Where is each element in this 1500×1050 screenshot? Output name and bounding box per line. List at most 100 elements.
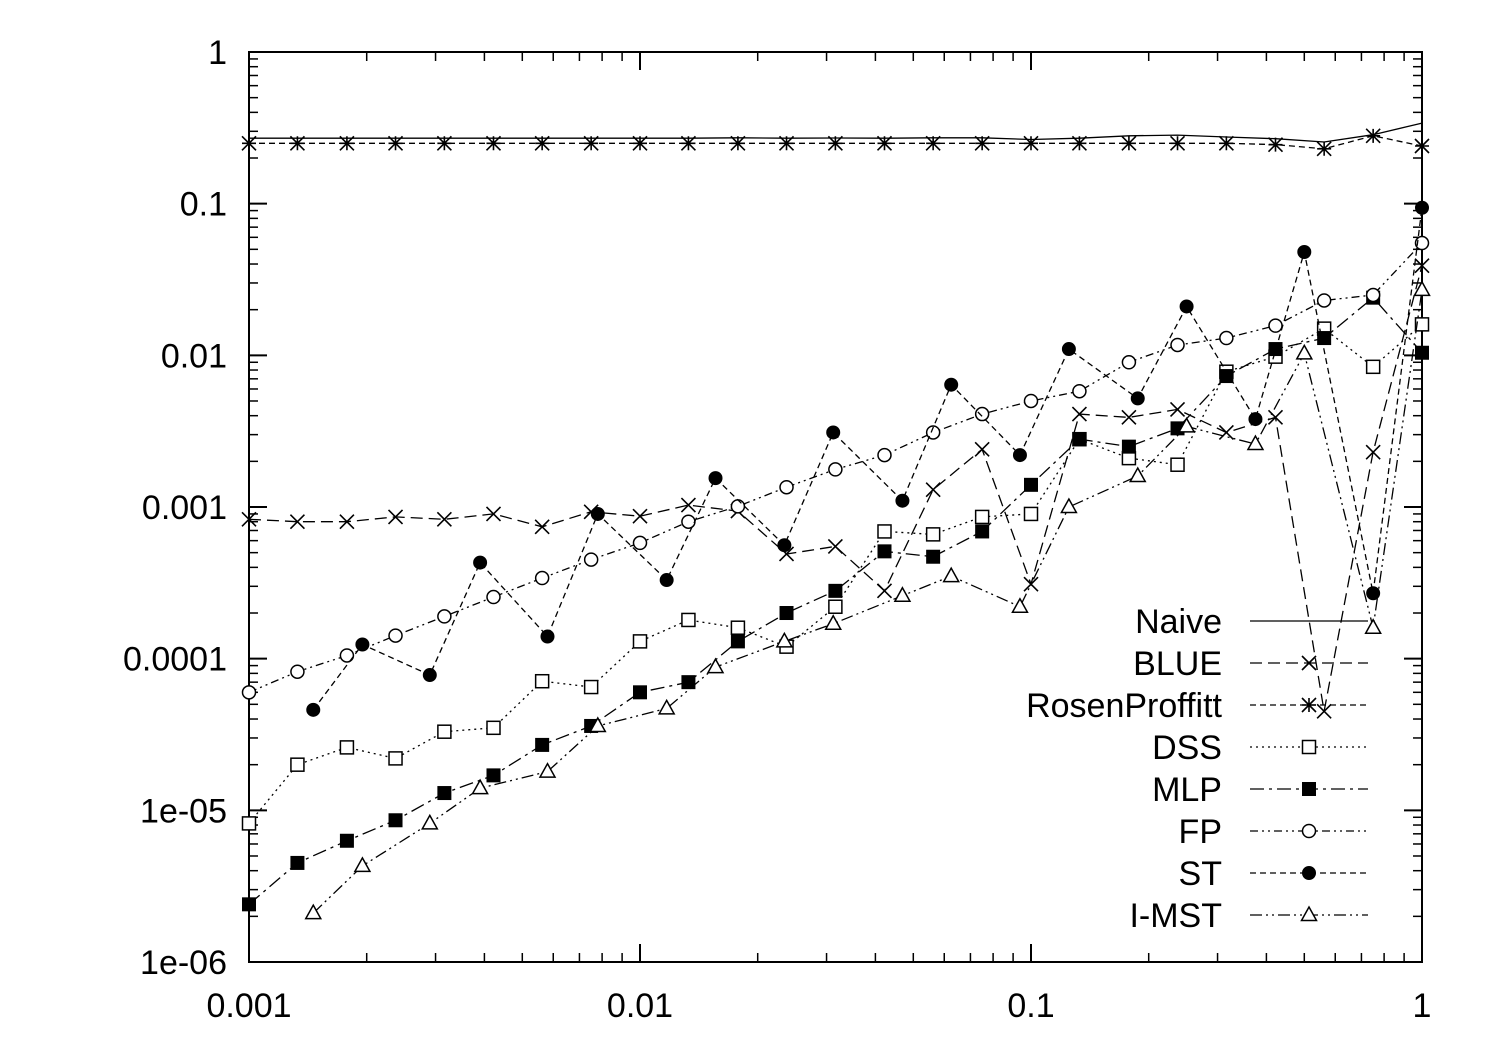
data-point-mlp [437,786,452,801]
data-point-i-mst [589,716,607,733]
data-point-st [659,573,674,588]
data-point-dss [681,612,696,628]
data-point-st [777,538,792,553]
series-st [306,200,1429,717]
data-point-rosenproffitt [1414,138,1430,154]
data-point-rosenproffitt [1071,135,1087,151]
data-point-i-mst [1246,434,1265,451]
y-tick-label: 1 [208,34,227,72]
data-point-st [473,555,488,570]
data-point-blue [289,514,305,530]
data-point-blue [1414,258,1430,274]
data-point-rosenproffitt [1169,135,1186,151]
data-point-dss [632,634,648,649]
data-point-fp [1365,287,1381,303]
data-point-i-mst [304,903,323,920]
data-point-blue [680,497,696,513]
data-point-fp [1121,355,1137,370]
data-point-blue [1121,409,1137,425]
data-point-dss [730,620,746,635]
data-point-blue [241,511,257,527]
data-point-mlp [388,813,403,828]
data-point-i-mst [1128,466,1147,483]
data-point-dss [583,679,599,695]
data-point-blue [876,583,893,599]
data-point-i-mst [421,813,439,830]
data-point-blue [1071,406,1087,422]
legend-marker-mlp [1302,782,1316,796]
data-point-rosenproffitt [925,135,941,151]
data-point-fp [925,425,941,440]
data-point-st [1366,586,1381,601]
data-point-blue [534,519,550,535]
data-point-fp [974,406,990,422]
data-point-mlp [877,544,892,559]
data-point-rosenproffitt [730,135,746,151]
data-point-mlp [290,855,305,870]
data-point-fp [534,570,550,586]
legend: Naive BLUE RosenProffitt DSS MLP FP ST I-MST [1026,603,1368,935]
legend-item-i-mst: I-MST [1129,897,1368,935]
data-point-i-mst [1295,343,1314,360]
data-point-blue [387,509,404,525]
data-point-fp [730,499,746,514]
data-point-mlp [1219,369,1234,384]
data-point-dss [1170,457,1185,472]
data-point-fp [1316,293,1332,308]
data-point-fp [1414,235,1430,251]
data-point-rosenproffitt [680,135,696,151]
legend-label-i-mst: I-MST [1129,897,1222,935]
data-point-i-mst [775,631,794,648]
data-point-fp [339,648,355,663]
data-point-rosenproffitt [827,135,843,151]
data-point-mlp [1072,432,1087,447]
data-point-mlp [975,524,990,539]
data-point-rosenproffitt [1316,141,1332,157]
data-point-st [708,471,723,486]
y-tick-label: 0.01 [161,337,227,375]
data-point-blue [1218,424,1234,441]
data-point-rosenproffitt [436,135,452,151]
data-point-mlp [633,685,647,700]
legend-label-naive: Naive [1135,603,1222,641]
data-point-dss [925,527,941,542]
data-point-i-mst [471,778,489,795]
data-point-i-mst [1413,280,1431,297]
data-point-dss [1365,359,1381,375]
data-point-i-mst [824,614,842,630]
data-point-mlp [1415,345,1429,360]
data-point-st [355,637,370,652]
data-point-fp [241,685,257,700]
series-line-dss [248,323,1423,824]
data-point-dss [388,751,403,766]
series-rosenproffitt [241,128,1430,157]
data-point-st [944,377,959,392]
data-point-mlp [730,634,745,649]
data-point-st [1130,391,1145,406]
data-point-dss [974,509,990,525]
data-point-mlp [242,897,256,912]
x-tick-label: 0.001 [206,987,291,1025]
legend-item-st: ST [1179,855,1368,893]
legend-label-fp: FP [1179,813,1222,851]
data-point-rosenproffitt [1365,128,1381,144]
data-point-fp [1072,383,1087,399]
data-point-fp [681,514,696,529]
data-point-i-mst [1011,597,1029,613]
x-tick-label: 0.01 [607,987,673,1025]
y-tick-label: 0.1 [180,186,227,224]
data-point-rosenproffitt [632,135,648,151]
y-tick-label: 1e-05 [140,792,227,830]
data-point-blue [1267,409,1284,425]
data-point-rosenproffitt [876,135,893,151]
data-point-dss [437,724,452,739]
data-point-st [1248,412,1263,427]
series-line-i-mst [312,289,1423,914]
data-point-rosenproffitt [1121,135,1137,151]
data-point-fp [828,462,843,477]
series-blue [241,258,1430,719]
data-point-mlp [1317,331,1332,346]
x-tick-label: 0.1 [1007,987,1054,1025]
data-point-st [1012,448,1027,463]
